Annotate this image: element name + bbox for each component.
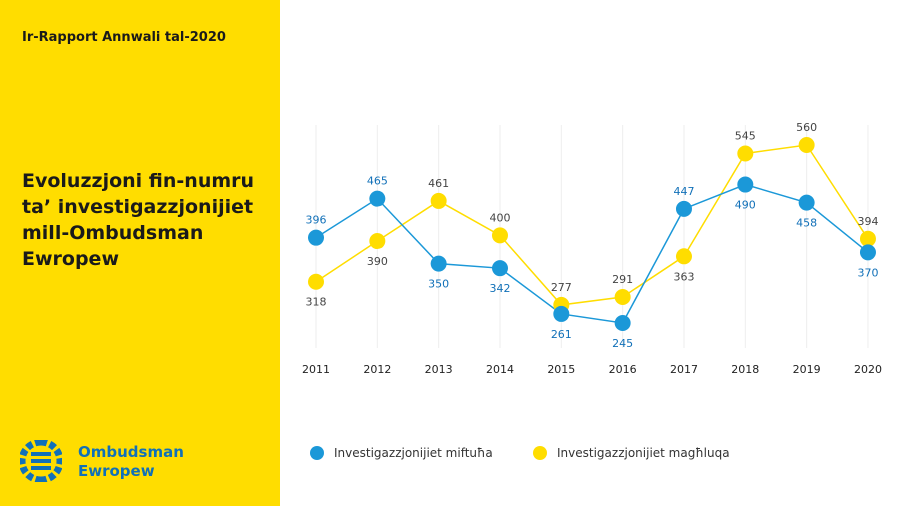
data-label: 490 bbox=[735, 199, 756, 212]
data-point bbox=[430, 255, 447, 272]
x-tick-label: 2014 bbox=[486, 363, 514, 376]
logo-line: Ewropew bbox=[78, 462, 155, 480]
data-label: 465 bbox=[367, 175, 388, 188]
data-label: 245 bbox=[612, 337, 633, 350]
data-point bbox=[491, 260, 508, 277]
data-label: 400 bbox=[489, 211, 510, 224]
sidebar: Ir-Rapport Annwali tal-2020 Evoluzzjoni … bbox=[0, 0, 280, 506]
legend-item-closed: Investigazzjonijiet magħluqa bbox=[533, 446, 730, 460]
data-point bbox=[798, 194, 815, 211]
x-tick-label: 2020 bbox=[854, 363, 882, 376]
data-label: 291 bbox=[612, 273, 633, 286]
data-label: 261 bbox=[551, 328, 572, 341]
data-label: 318 bbox=[306, 296, 327, 309]
data-point bbox=[369, 190, 386, 207]
series-line bbox=[315, 144, 869, 306]
data-point bbox=[859, 230, 876, 247]
data-label: 277 bbox=[551, 281, 572, 294]
data-point bbox=[859, 244, 876, 261]
data-label: 396 bbox=[306, 214, 327, 227]
series-line bbox=[315, 183, 869, 324]
legend-swatch-blue bbox=[310, 446, 324, 460]
x-tick-label: 2012 bbox=[363, 363, 391, 376]
ombudsman-logo-icon bbox=[20, 440, 62, 482]
data-point bbox=[308, 273, 324, 290]
data-label: 363 bbox=[673, 270, 694, 283]
data-point bbox=[675, 248, 692, 265]
legend-swatch-yellow bbox=[533, 446, 547, 460]
data-point bbox=[369, 233, 386, 250]
logo-line: Ombudsman bbox=[78, 443, 184, 461]
legend-label: Investigazzjonijiet miftuħa bbox=[334, 446, 493, 460]
data-point bbox=[737, 145, 754, 162]
data-label: 394 bbox=[857, 215, 878, 228]
data-point bbox=[308, 229, 324, 246]
x-tick-label: 2017 bbox=[670, 363, 698, 376]
data-point bbox=[737, 176, 754, 193]
data-label: 461 bbox=[428, 177, 449, 190]
data-label: 390 bbox=[367, 255, 388, 268]
data-point bbox=[491, 227, 508, 244]
x-tick-label: 2016 bbox=[609, 363, 637, 376]
data-label: 370 bbox=[857, 266, 878, 279]
title-line: Evoluzzjoni fin-numru bbox=[22, 170, 255, 192]
title-line: Ewropew bbox=[22, 248, 119, 270]
data-point bbox=[798, 137, 815, 153]
title-line: ta’ investigazzjonijiet bbox=[22, 196, 254, 218]
page-title: Evoluzzjoni fin-numru ta’ investigazzjon… bbox=[22, 168, 272, 272]
data-label: 545 bbox=[735, 129, 756, 142]
legend-item-open: Investigazzjonijiet miftuħa bbox=[310, 446, 493, 460]
data-point bbox=[675, 200, 692, 217]
data-point bbox=[430, 192, 447, 209]
data-label: 342 bbox=[489, 282, 510, 295]
x-tick-label: 2018 bbox=[731, 363, 759, 376]
x-tick-label: 2015 bbox=[547, 363, 575, 376]
data-label: 350 bbox=[428, 278, 449, 291]
data-point bbox=[614, 288, 631, 305]
data-label: 560 bbox=[796, 121, 817, 134]
x-tick-label: 2019 bbox=[793, 363, 821, 376]
x-tick-label: 2011 bbox=[302, 363, 330, 376]
data-label: 447 bbox=[673, 185, 694, 198]
data-point bbox=[614, 314, 631, 331]
data-label: 458 bbox=[796, 217, 817, 230]
data-point bbox=[553, 305, 570, 322]
legend-label: Investigazzjonijiet magħluqa bbox=[557, 446, 730, 460]
x-tick-label: 2013 bbox=[425, 363, 453, 376]
logo-text: Ombudsman Ewropew bbox=[78, 443, 184, 481]
report-label: Ir-Rapport Annwali tal-2020 bbox=[22, 30, 226, 45]
title-line: mill-Ombudsman bbox=[22, 222, 204, 244]
